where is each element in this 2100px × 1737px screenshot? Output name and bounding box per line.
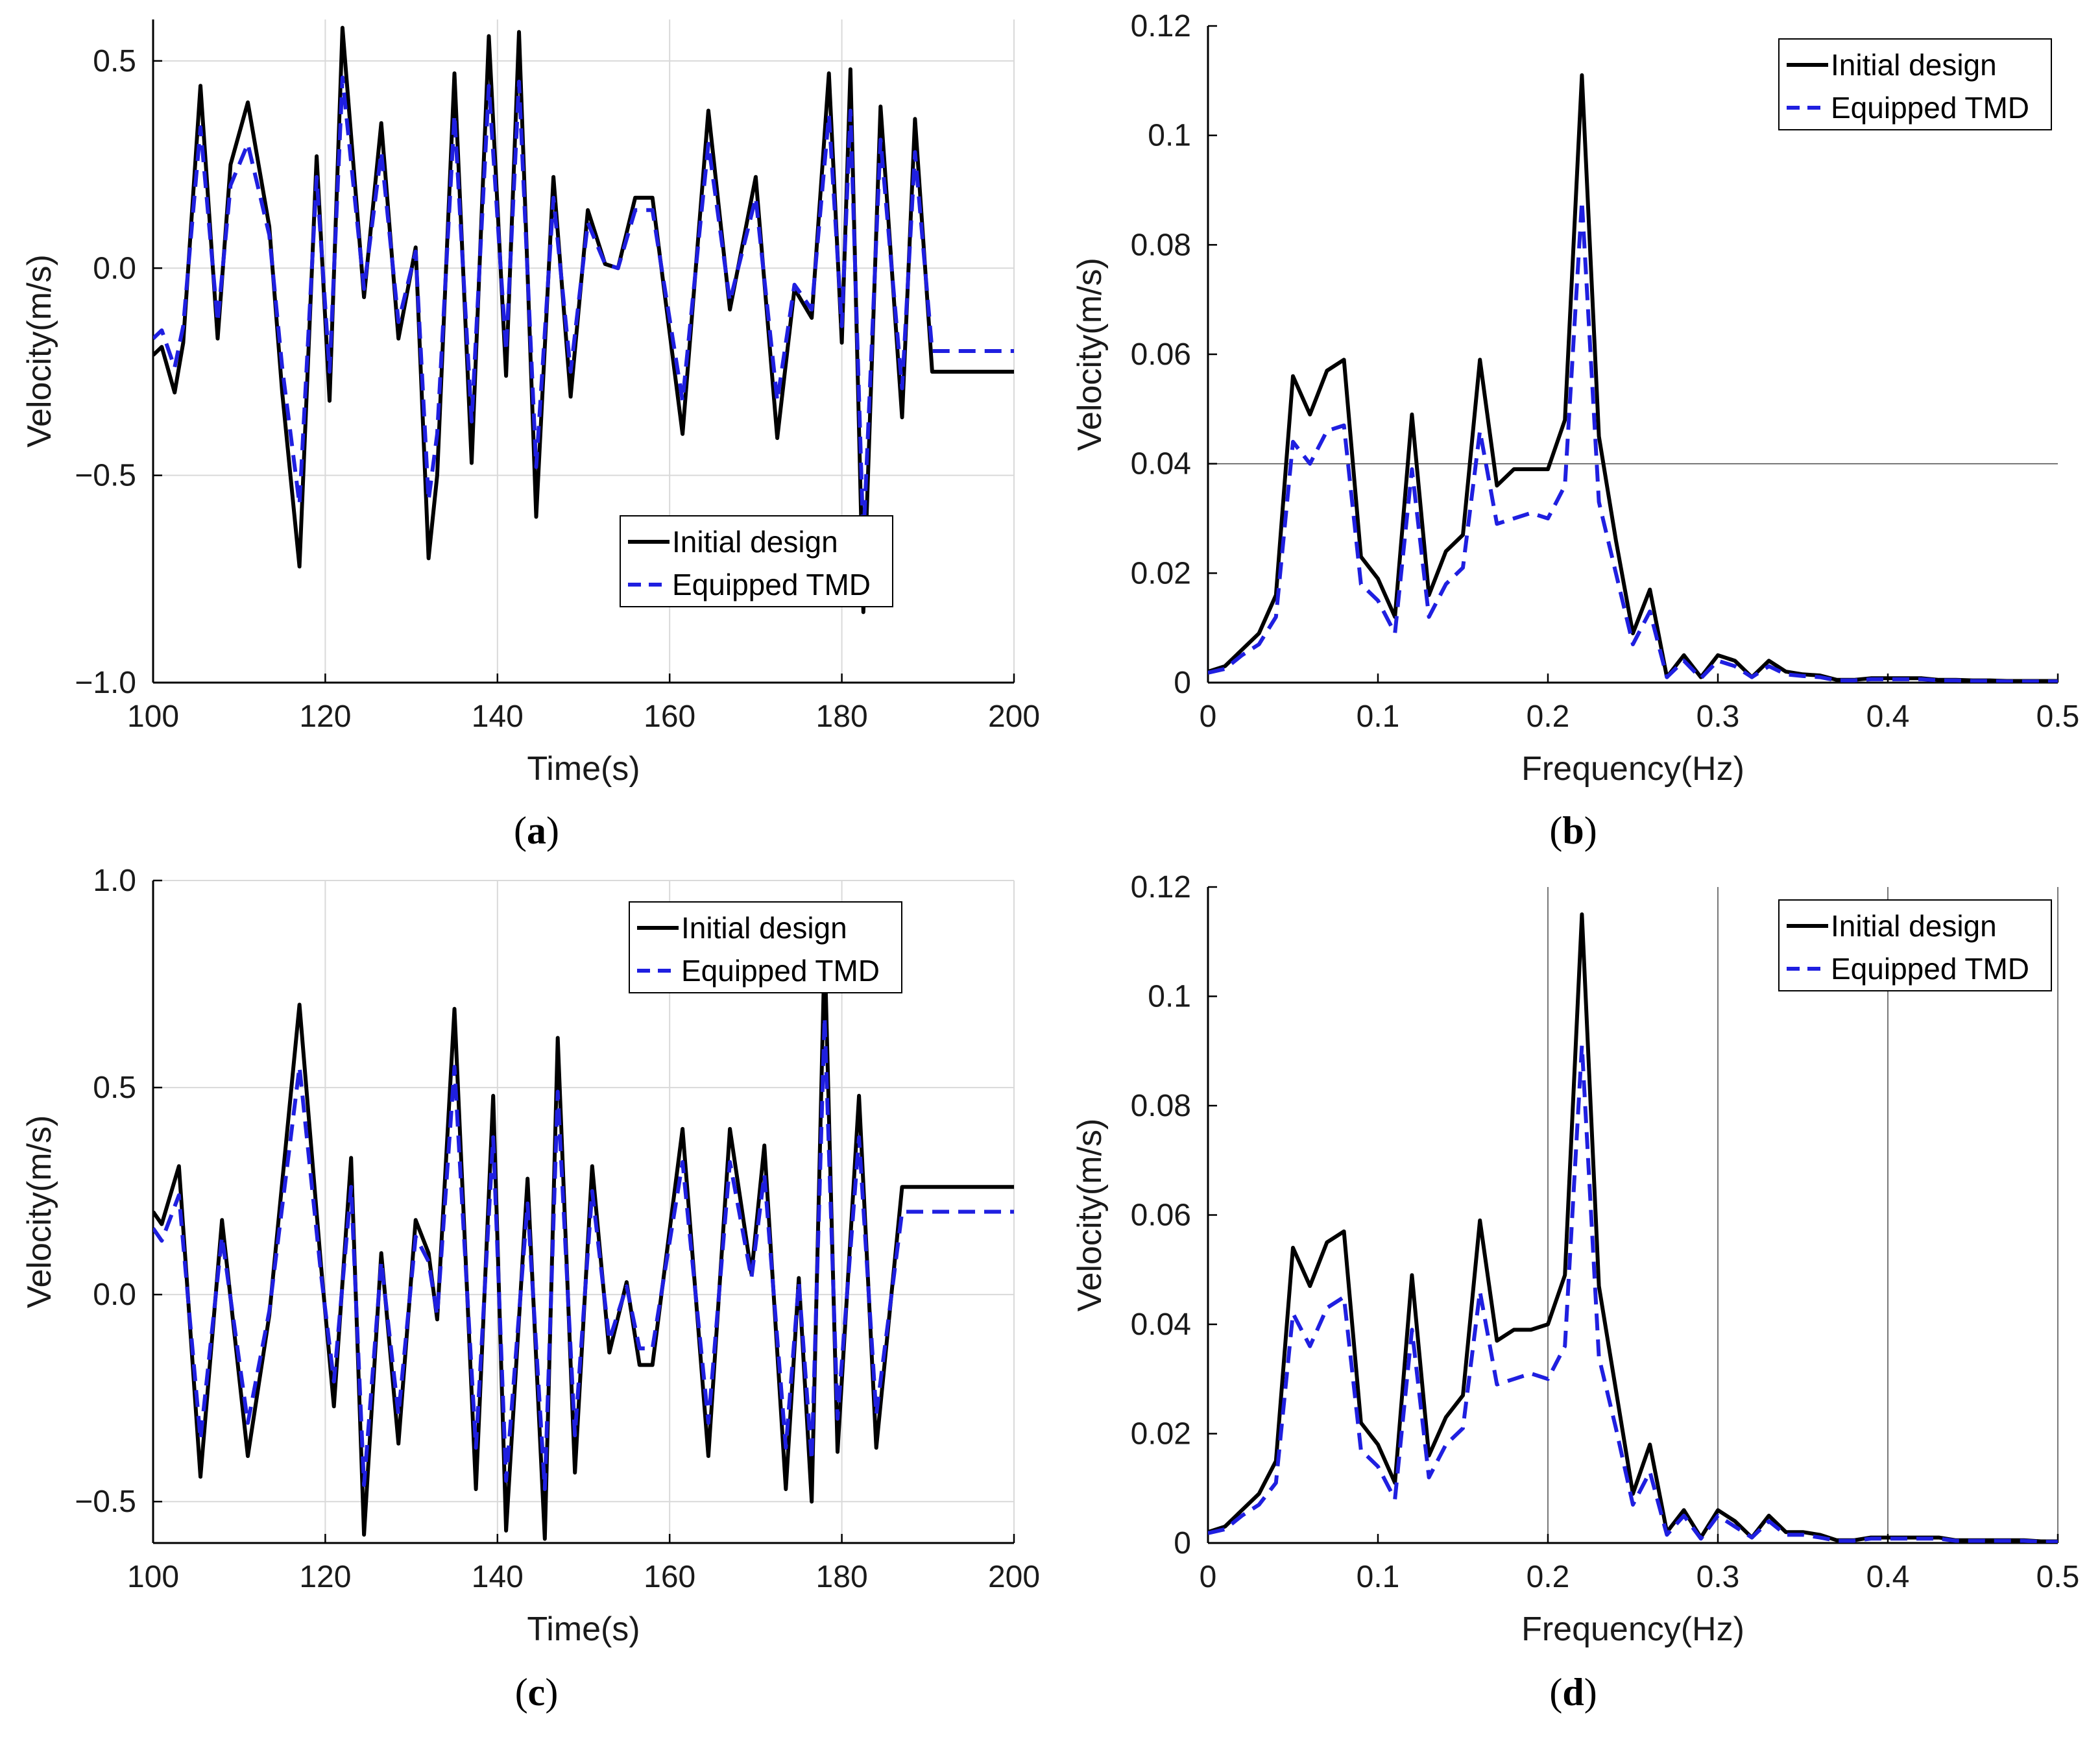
panel-c: 100 120 140 160 180 200 −0.5 0.0 0.5 1.0 Time(s) Ve… <box>21 864 1040 1714</box>
y-tick-label: 0 <box>1174 666 1191 700</box>
x-tick-label: 100 <box>127 1560 179 1594</box>
plot-area <box>1208 887 2058 1543</box>
panel-letter: b <box>1562 809 1584 852</box>
legend: Initial design Equipped TMD <box>629 901 902 993</box>
panel-caption: (d) <box>1549 1671 1597 1714</box>
y-tick-label: −1.0 <box>75 666 136 700</box>
x-axis-label: Time(s) <box>527 1610 640 1648</box>
y-tick-label: 0.02 <box>1131 1417 1191 1452</box>
x-tick-label: 120 <box>299 1560 351 1594</box>
y-tick-label: 0.06 <box>1131 1198 1191 1233</box>
panel-b: 0 0.1 0.2 0.3 0.4 0.5 0 0.02 0.04 0.06 0.08 0.1 0.12… <box>1071 9 2079 852</box>
y-axis-label: Velocity(m/s) <box>1071 1119 1109 1312</box>
x-tick-label: 0.3 <box>1696 1560 1740 1594</box>
series-line-initial-design <box>1208 912 2058 1543</box>
y-tick-label: 1.0 <box>93 864 136 898</box>
y-tick-label: 0.12 <box>1131 9 1191 43</box>
panel-d: 0 0.1 0.2 0.3 0.4 0.5 0 0.02 0.04 0.06 0.08 0.1 0.12… <box>1071 870 2079 1714</box>
y-tick-label: 0.12 <box>1131 870 1191 905</box>
y-axis-label: Velocity(m/s) <box>21 254 58 448</box>
plot-area <box>1208 26 2058 683</box>
y-tick-label: 0.08 <box>1131 1089 1191 1123</box>
x-tick-label: 160 <box>644 699 695 734</box>
legend-box <box>629 901 902 993</box>
x-tick-label: 0 <box>1200 699 1217 734</box>
series-line-equipped-tmd <box>1208 1043 2058 1543</box>
series-line-equipped-tmd <box>153 75 1014 544</box>
legend-label: Equipped TMD <box>681 954 880 988</box>
y-tick-label: 0.06 <box>1131 337 1191 372</box>
panel-caption: (a) <box>514 809 559 852</box>
y-tick-label: 0.04 <box>1131 447 1191 481</box>
y-tick-label: 0.5 <box>93 44 136 79</box>
series-line-equipped-tmd <box>1208 199 2058 683</box>
legend-label: Equipped TMD <box>1831 91 2029 125</box>
panel-letter: c <box>528 1671 546 1714</box>
panel-caption: (c) <box>515 1671 559 1714</box>
y-tick-label: 0.1 <box>1148 119 1191 153</box>
legend-box <box>1778 38 2052 130</box>
legend: Initial design Equipped TMD <box>1778 38 2052 130</box>
series-line-initial-design <box>1208 73 2058 683</box>
x-tick-label: 0 <box>1200 1560 1217 1594</box>
x-tick-label: 0.2 <box>1527 699 1570 734</box>
y-tick-label: 0.0 <box>93 251 136 285</box>
legend-label: Initial design <box>1831 909 1997 943</box>
y-tick-label: 0.08 <box>1131 228 1191 262</box>
x-tick-label: 0.1 <box>1357 1560 1400 1594</box>
x-tick-label: 0.5 <box>2036 699 2080 734</box>
series-line-equipped-tmd <box>153 1015 1014 1491</box>
panel-a: 100 120 140 160 180 200 −1.0 −0.5 0.0 0.5 Time(s) V… <box>21 19 1040 852</box>
legend-box <box>1778 899 2052 991</box>
x-tick-label: 100 <box>127 699 179 734</box>
x-tick-label: 180 <box>816 699 868 734</box>
x-axis-label: Time(s) <box>527 750 640 788</box>
legend-label: Initial design <box>1831 48 1997 82</box>
x-axis-label: Frequency(Hz) <box>1521 750 1744 788</box>
panel-caption: (b) <box>1549 809 1597 852</box>
legend-label: Initial design <box>672 525 838 559</box>
y-tick-label: 0.0 <box>93 1278 136 1312</box>
legend: Initial design Equipped TMD <box>1778 899 2052 991</box>
x-tick-label: 0.4 <box>1866 699 1910 734</box>
y-tick-label: 0.04 <box>1131 1307 1191 1342</box>
x-axis-label: Frequency(Hz) <box>1521 1610 1744 1648</box>
x-tick-label: 0.2 <box>1527 1560 1570 1594</box>
x-tick-label: 200 <box>988 699 1040 734</box>
x-tick-label: 0.3 <box>1696 699 1740 734</box>
y-axis-label: Velocity(m/s) <box>21 1115 58 1309</box>
x-tick-label: 0.4 <box>1866 1560 1910 1594</box>
x-tick-label: 0.5 <box>2036 1560 2080 1594</box>
x-tick-label: 120 <box>299 699 351 734</box>
x-tick-label: 180 <box>816 1560 868 1594</box>
x-tick-label: 160 <box>644 1560 695 1594</box>
x-tick-label: 140 <box>472 1560 524 1594</box>
y-tick-label: −0.5 <box>75 459 136 493</box>
legend: Initial design Equipped TMD <box>620 515 893 607</box>
y-tick-label: −0.5 <box>75 1485 136 1519</box>
y-axis-label: Velocity(m/s) <box>1071 258 1109 451</box>
legend-label: Equipped TMD <box>1831 952 2029 986</box>
panel-letter: a <box>527 809 546 852</box>
y-tick-label: 0.5 <box>93 1071 136 1105</box>
legend-label: Initial design <box>681 911 847 945</box>
x-tick-label: 0.1 <box>1357 699 1400 734</box>
legend-label: Equipped TMD <box>672 568 871 601</box>
x-tick-label: 200 <box>988 1560 1040 1594</box>
y-tick-label: 0 <box>1174 1526 1191 1561</box>
x-tick-label: 140 <box>472 699 524 734</box>
legend-box <box>620 515 893 607</box>
y-tick-label: 0.1 <box>1148 980 1191 1014</box>
panel-letter: d <box>1562 1671 1584 1714</box>
y-tick-label: 0.02 <box>1131 556 1191 590</box>
